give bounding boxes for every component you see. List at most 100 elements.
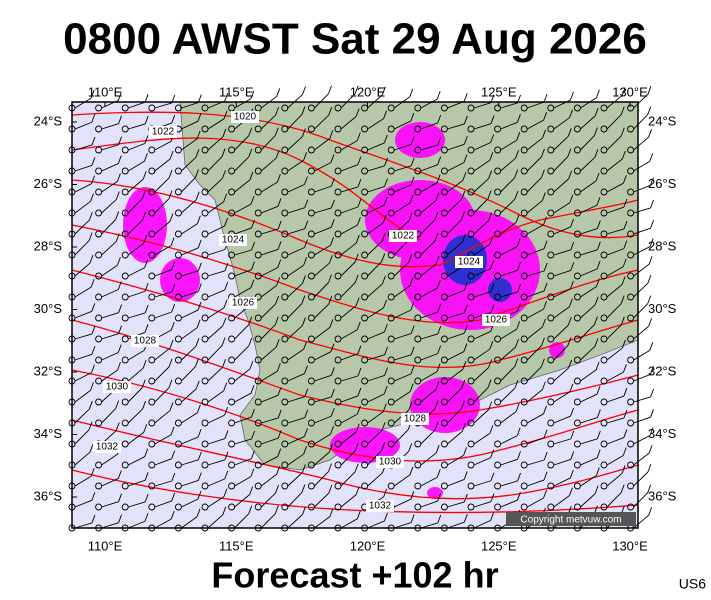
- barb-shaft: [420, 182, 438, 193]
- barb-flag: [622, 258, 627, 267]
- barb-shaft: [154, 434, 172, 445]
- barb-shaft: [74, 333, 93, 340]
- barb-shaft: [500, 366, 516, 382]
- isobar-label: 1020: [234, 112, 257, 123]
- barb-shaft: [314, 396, 332, 403]
- barb-flag: [275, 106, 279, 116]
- barb-shaft: [207, 307, 225, 319]
- barb-shaft: [580, 249, 598, 256]
- barb-flag: [596, 196, 601, 206]
- barb-shaft: [287, 436, 305, 445]
- barb-shaft: [500, 328, 517, 340]
- barb-flag: [514, 169, 519, 178]
- barb-shaft: [394, 309, 412, 319]
- barb-flag: [570, 241, 575, 251]
- barb-shaft: [234, 156, 250, 172]
- barb-shaft: [367, 118, 384, 130]
- barb-shaft: [633, 207, 651, 214]
- barb-shaft: [340, 395, 359, 403]
- barb-shaft: [473, 159, 491, 172]
- barb-shaft: [314, 451, 330, 466]
- barb-flag: [90, 193, 94, 202]
- barb-shaft: [260, 456, 278, 466]
- barb-flag: [570, 407, 575, 417]
- barb-flag: [223, 193, 228, 202]
- barb-flag: [356, 132, 361, 141]
- barb-flag: [168, 169, 173, 179]
- barb-shaft: [367, 283, 383, 298]
- barb-flag: [649, 427, 654, 436]
- barb-shaft: [260, 370, 278, 382]
- barb-shaft: [207, 325, 224, 340]
- lon-label-top: 130°E: [612, 84, 648, 99]
- copyright: Copyright metvuw.com: [520, 515, 621, 526]
- barb-flag: [410, 325, 415, 334]
- barb-shaft: [260, 513, 276, 529]
- isobars: [71, 111, 639, 514]
- barb-flag: [490, 115, 495, 124]
- lon-label-bottom: 120°E: [350, 538, 386, 553]
- barb-flag: [195, 380, 200, 390]
- barb-flag: [275, 150, 280, 159]
- barb-flag: [276, 363, 281, 372]
- barb-shaft: [420, 122, 438, 130]
- barb-shaft: [447, 123, 465, 130]
- barb-flag: [570, 262, 575, 271]
- barb-flag: [251, 430, 255, 440]
- barb-flag: [144, 513, 149, 522]
- barb-flag: [596, 430, 601, 439]
- barb-shaft: [181, 309, 199, 319]
- barb-flag: [303, 152, 308, 161]
- barb-shaft: [553, 459, 571, 466]
- barb-flag: [88, 400, 93, 410]
- barb-shaft: [101, 289, 119, 298]
- barb-flag: [328, 274, 332, 283]
- barb-shaft: [420, 263, 437, 277]
- isobar-label-box: [401, 413, 429, 425]
- barb-shaft: [260, 157, 277, 172]
- barb-flag: [463, 154, 468, 163]
- barb-flag: [223, 488, 228, 497]
- barb-flag: [88, 211, 93, 221]
- barb-shaft: [526, 497, 544, 508]
- barb-shaft: [394, 522, 412, 529]
- barb-flag: [568, 487, 573, 496]
- barb-flag: [144, 493, 149, 503]
- barb-shaft: [580, 438, 598, 445]
- barb-flag: [382, 214, 387, 223]
- barb-flag: [567, 148, 572, 157]
- barb-flag: [408, 254, 413, 263]
- barb-shaft: [580, 97, 597, 109]
- barb-flag: [463, 93, 468, 102]
- barb-flag: [490, 304, 495, 313]
- barb-flag: [436, 469, 441, 478]
- barb-flag: [275, 484, 279, 494]
- barb-shaft: [128, 520, 146, 529]
- barb-flag: [276, 174, 281, 183]
- barb-shaft: [234, 476, 252, 487]
- barb-shaft: [473, 123, 492, 130]
- barb-shaft: [128, 142, 146, 151]
- barb-shaft: [207, 496, 225, 508]
- barb-flag: [91, 325, 96, 335]
- barb-flag: [303, 446, 308, 455]
- barb-shaft: [447, 351, 465, 361]
- barb-flag: [222, 128, 227, 138]
- barb-flag: [594, 149, 599, 158]
- barb-flag: [541, 381, 546, 390]
- barb-flag: [118, 136, 122, 145]
- barb-shaft: [580, 324, 595, 340]
- barb-flag: [463, 514, 468, 523]
- barb-shaft: [394, 165, 412, 172]
- barb-flag: [383, 134, 388, 144]
- barb-shaft: [393, 261, 410, 277]
- barb-flag: [595, 278, 600, 287]
- barb-flag: [169, 402, 174, 411]
- barb-flag: [463, 493, 468, 503]
- barb-shaft: [314, 137, 331, 151]
- barb-shaft: [340, 450, 356, 466]
- barb-flag: [569, 383, 574, 393]
- lon-label-bottom: 130°E: [612, 538, 648, 553]
- barb-shaft: [500, 198, 516, 214]
- barb-flag: [90, 382, 94, 391]
